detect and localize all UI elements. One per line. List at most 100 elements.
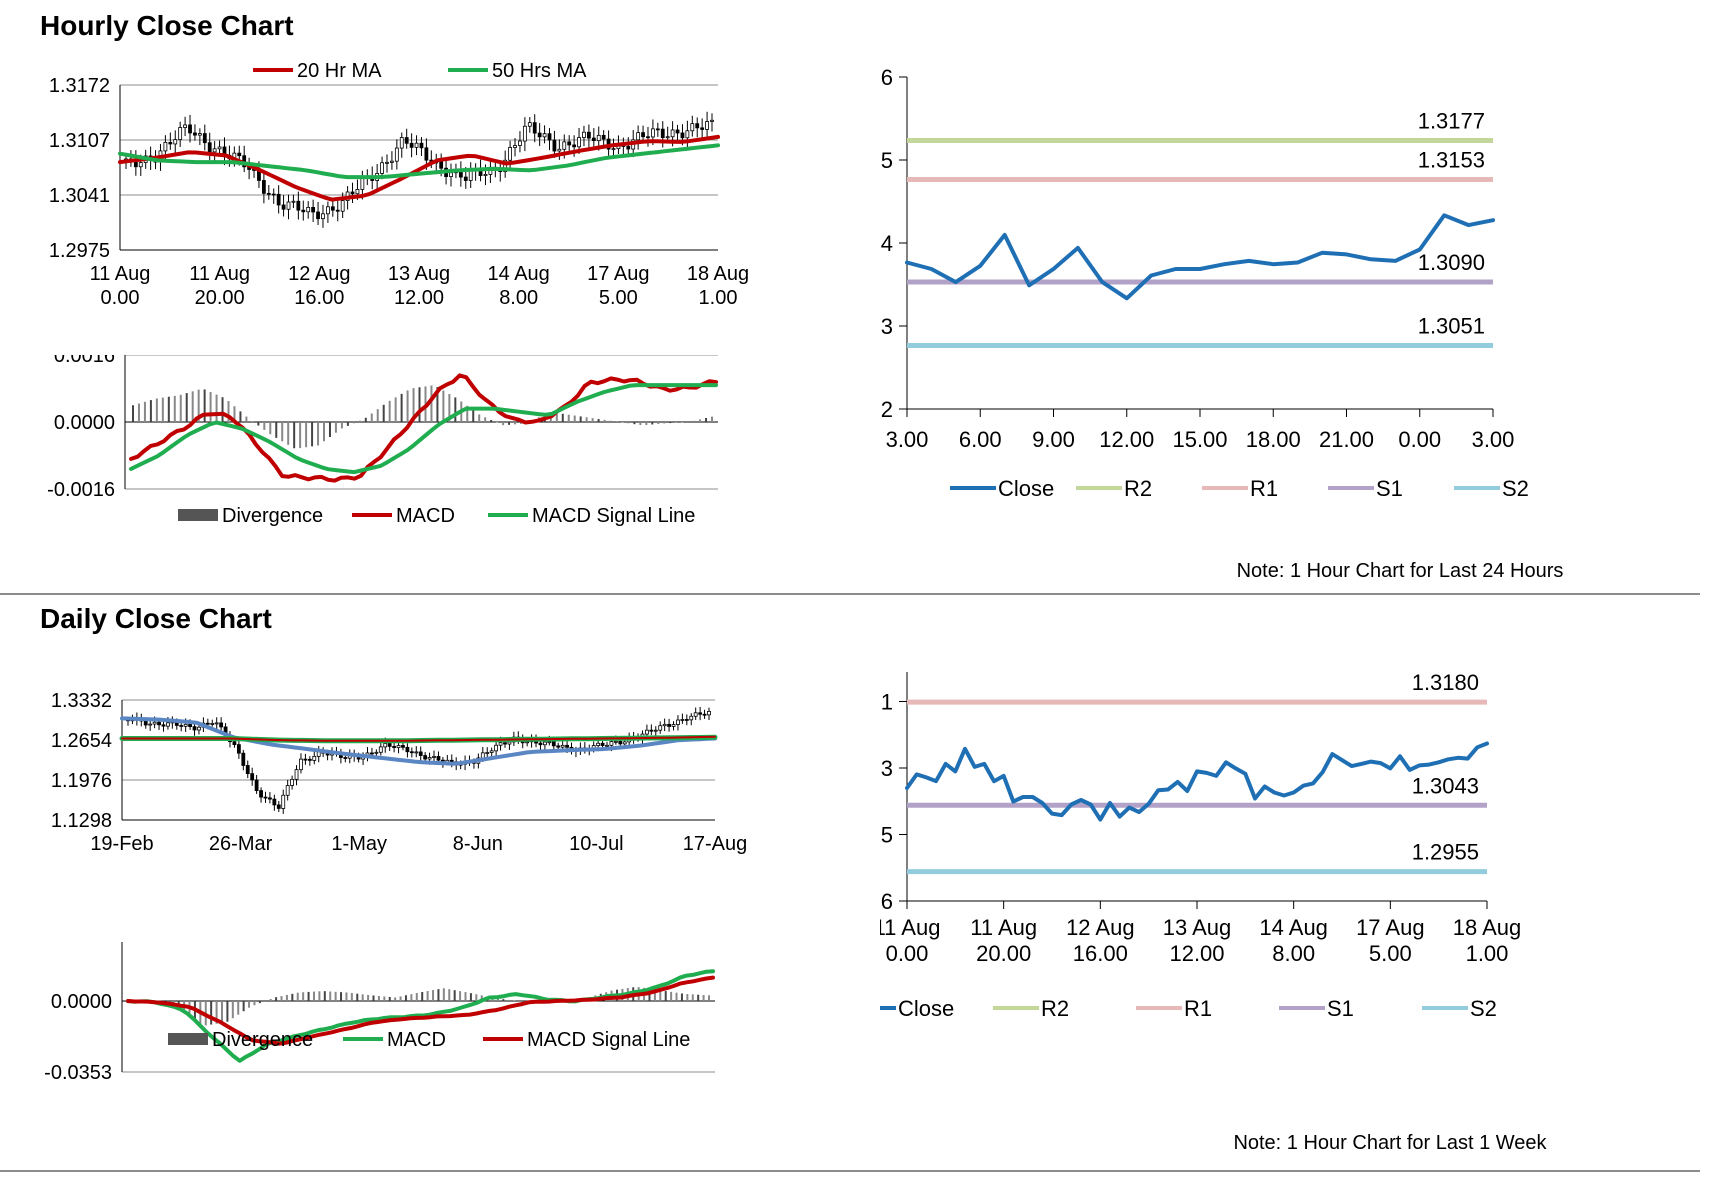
hourly-price-candle-body (557, 148, 562, 152)
hourly-price-candle-body (700, 127, 705, 130)
daily-price-candle-body (245, 765, 250, 775)
hourly-price-candle-body (680, 132, 685, 139)
hourly-price-candle-body (394, 147, 399, 162)
hourly-macd-legend-divergence-swatch (178, 509, 218, 521)
daily-price-candle-body (525, 741, 530, 744)
daily-price-candle-body (299, 758, 303, 771)
daily-price-candle-body (272, 798, 277, 806)
hourly-price-candle-body (296, 200, 301, 211)
hourly-price-candle-body (404, 137, 409, 144)
daily-price-candle-body (414, 751, 419, 754)
hourly-pivot-x-tick: 12.00 (1099, 427, 1154, 452)
hourly-pivot-level-label-r1: 1.3153 (1418, 148, 1485, 173)
daily-price-y-tick: 1.1298 (51, 810, 112, 832)
hourly-price-candle-body (340, 200, 345, 212)
hourly-macd-macd-line (129, 373, 718, 483)
hourly-price-candle-body (202, 133, 207, 144)
daily-price-candle-body (662, 723, 667, 727)
daily-pivot-x-tick: 11 Aug (880, 915, 940, 940)
daily-price-candle-body (263, 796, 268, 799)
hourly-price-candle-body (547, 133, 552, 141)
hourly-pivot-x-tick: 6.00 (959, 427, 1002, 452)
hourly-price-candle-body (291, 200, 296, 203)
hourly-price-candle-body (670, 129, 675, 138)
daily-pivot-x-tick: 16.00 (1073, 941, 1128, 966)
hourly-price-candle-body (508, 147, 513, 161)
daily-price-candle-body (303, 758, 308, 761)
daily-pivot-x-tick: 12.00 (1169, 941, 1224, 966)
hourly-price-candle-body (301, 209, 306, 213)
daily-price-candle-body (232, 741, 237, 746)
daily-price-candle-body (689, 715, 694, 721)
daily-price-candle-body (188, 723, 192, 727)
daily-price-candle-body (605, 744, 609, 747)
daily-price-candle-body (485, 752, 490, 754)
hourly-price-candle-body (390, 160, 394, 163)
daily-price-candle-body (538, 742, 543, 746)
daily-pivot-legend-label: S1 (1327, 996, 1354, 1021)
daily-pivot-level-label-s2: 1.2955 (1412, 840, 1479, 865)
daily-price-y-tick: 1.3332 (51, 690, 112, 712)
daily-price-candle-body (596, 742, 601, 746)
hourly-price-candle-body (591, 137, 596, 142)
hourly-price-candle-body (513, 145, 517, 148)
daily-price-candle-body (210, 723, 215, 725)
hourly-price-x-tick: 16.00 (294, 287, 344, 309)
hourly-price-candle-body (611, 148, 616, 151)
hourly-price-candle-body (325, 206, 330, 215)
hourly-macd-chart: 0.0016 0.0000 -0.0016 Divergence MACD MACD Si… (47, 355, 718, 527)
hourly-price-x-tick: 13 Aug (388, 263, 450, 285)
daily-price-candle-body (676, 719, 680, 725)
daily-price-candle-body (192, 726, 197, 731)
hourly-price-candle-body (385, 161, 389, 164)
hourly-price-candle-body (626, 146, 631, 150)
hourly-price-candle-body (567, 141, 572, 146)
hourly-price-candle-body (483, 174, 488, 176)
hourly-price-candle-body (705, 121, 709, 130)
daily-price-candle-body (498, 742, 503, 746)
hourly-price-candle-body (646, 136, 650, 139)
daily-price-candle-body (148, 723, 153, 726)
hourly-pivot-x-tick: 15.00 (1172, 427, 1227, 452)
daily-price-candle-body (285, 785, 290, 796)
daily-price-candle-body (653, 729, 658, 732)
hourly-price-candle-body (601, 134, 606, 140)
hourly-price-x-tick: 12 Aug (288, 263, 350, 285)
daily-price-candle-body (254, 779, 259, 792)
daily-price-y-tick: 1.2654 (51, 730, 112, 752)
hourly-pivot-x-tick: 3.00 (1472, 427, 1515, 452)
hourly-macd-legend-macd-label: MACD (396, 505, 455, 527)
daily-price-candle-body (551, 741, 556, 747)
hourly-price-candle-body (503, 159, 508, 173)
daily-macd-legend-divergence-swatch (168, 1033, 208, 1045)
hourly-pivot-y-tick: 1.3012 (880, 397, 893, 422)
daily-pivot-x-tick: 11 Aug (970, 915, 1037, 940)
daily-price-x-tick: 17-Aug (683, 833, 748, 855)
daily-price-candle-body (427, 757, 432, 760)
hourly-macd-signal-line (129, 383, 718, 475)
hourly-price-y-tick: 1.2975 (49, 240, 110, 262)
daily-price-candle-body (507, 741, 512, 745)
daily-price-candle-body (693, 712, 698, 717)
hourly-pivot-x-tick: 9.00 (1032, 427, 1075, 452)
daily-pivot-level-label-r1: 1.3180 (1412, 672, 1479, 695)
daily-pivot-note: Note: 1 Hour Chart for Last 1 Week (1233, 1132, 1547, 1154)
hourly-price-x-tick: 11 Aug (189, 263, 250, 285)
hourly-price-candle-body (217, 146, 222, 150)
daily-price-x-tick: 1-May (331, 833, 387, 855)
hourly-price-candle-body (582, 131, 586, 138)
hourly-price-candle-body (178, 127, 183, 141)
daily-price-ma50-line (121, 735, 716, 742)
daily-price-candle-body (392, 746, 397, 748)
daily-price-candle-body (281, 794, 286, 809)
hourly-price-candle-body (306, 207, 311, 213)
hourly-pivot-level-label-r2: 1.3177 (1418, 108, 1485, 133)
hourly-price-candle-body (409, 142, 414, 148)
hourly-price-candle-body (660, 128, 665, 138)
daily-pivot-x-tick: 20.00 (976, 941, 1031, 966)
hourly-price-candle-body (237, 152, 242, 157)
hourly-price-candle-body (212, 148, 217, 153)
daily-price-x-tick: 26-Mar (209, 833, 273, 855)
daily-price-candle-body (166, 722, 170, 727)
